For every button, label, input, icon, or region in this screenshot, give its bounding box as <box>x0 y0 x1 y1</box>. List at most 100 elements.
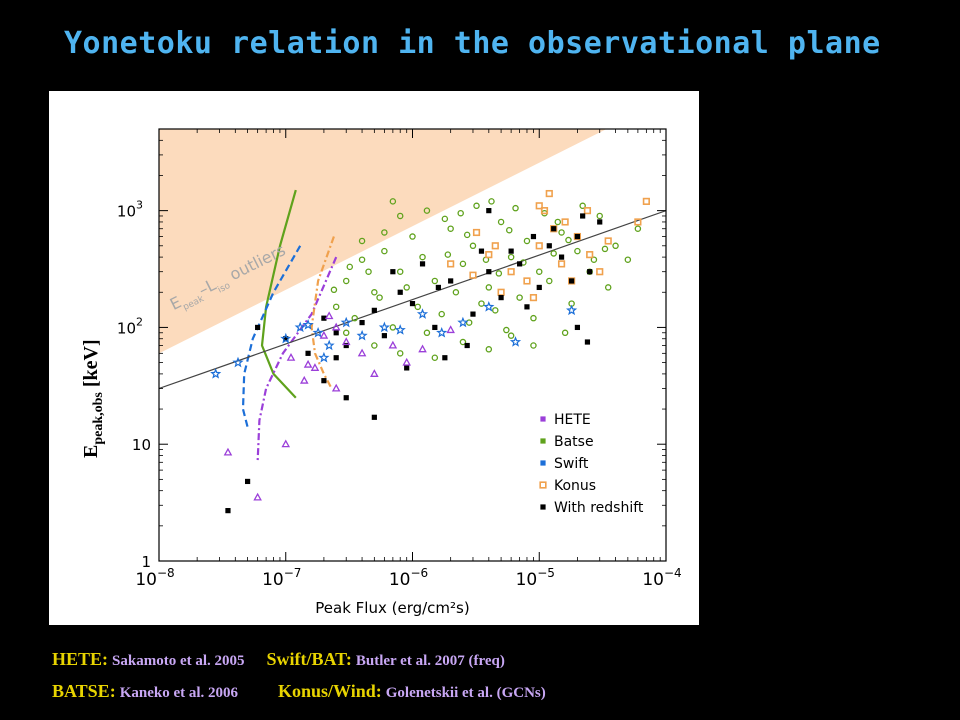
data-point <box>370 369 379 377</box>
data-point <box>302 318 314 330</box>
data-point <box>294 321 306 333</box>
data-point <box>378 321 391 333</box>
data-point <box>596 212 603 220</box>
data-point <box>624 256 632 263</box>
data-point <box>558 229 565 236</box>
data-point <box>507 268 515 276</box>
plot-area <box>159 129 666 514</box>
tick-base: 1 <box>141 553 151 571</box>
data-point <box>447 260 455 268</box>
chart-panel: Epeak–Liso outliers 10−8 10−7 10−6 10−5 10−4 1… <box>49 91 699 625</box>
data-point <box>535 202 543 210</box>
data-point <box>470 311 476 317</box>
data-point <box>376 294 383 301</box>
data-point <box>286 352 296 361</box>
threshold-curve-konus <box>310 236 335 390</box>
data-point <box>497 288 505 296</box>
y-axis-label-unit: [keV] <box>80 339 102 388</box>
data-point <box>569 278 575 284</box>
legend-label: Batse <box>554 434 594 450</box>
data-point <box>283 336 289 342</box>
legend-label: With redshift <box>554 500 644 516</box>
data-point <box>319 330 329 339</box>
data-point <box>324 311 334 320</box>
x-tick-label: 10−4 <box>642 566 681 590</box>
data-point <box>442 355 448 361</box>
data-point <box>448 278 454 284</box>
data-point <box>340 316 352 328</box>
data-point <box>601 245 609 253</box>
y-tick-label: 10 <box>132 436 151 454</box>
data-point <box>590 256 598 263</box>
data-point <box>463 231 471 239</box>
data-point <box>346 263 354 271</box>
data-point <box>612 242 619 250</box>
data-point <box>536 284 542 291</box>
data-point <box>418 344 427 353</box>
data-point <box>472 228 481 237</box>
tick-base: 10 <box>262 570 284 590</box>
data-point <box>381 247 388 255</box>
data-point <box>409 300 416 307</box>
data-point <box>390 269 396 275</box>
data-point <box>497 218 505 226</box>
data-point <box>546 243 552 249</box>
data-point <box>587 269 593 275</box>
data-point <box>485 284 493 291</box>
data-point <box>312 327 324 338</box>
ref-hete-label: HETE: <box>52 649 109 669</box>
reference-line-1: HETE: Sakamoto et al. 2005 Swift/BAT: Bu… <box>52 649 505 670</box>
data-point <box>574 233 581 240</box>
data-point <box>303 359 313 368</box>
legend-swatch <box>540 416 546 422</box>
data-point <box>397 289 403 295</box>
data-point <box>535 242 543 250</box>
data-point <box>498 295 504 301</box>
data-point <box>517 261 523 267</box>
data-point <box>485 251 493 259</box>
data-point <box>509 336 522 347</box>
data-point <box>419 261 426 267</box>
legend-label: HETE <box>554 412 591 428</box>
data-point <box>483 301 495 312</box>
data-point <box>321 378 327 384</box>
y-axis-label: Epeak,obs [keV] <box>80 339 107 458</box>
data-point <box>586 251 594 259</box>
data-point <box>331 322 341 331</box>
data-point <box>331 383 341 392</box>
data-point <box>540 207 549 215</box>
data-point <box>508 248 514 254</box>
tick-exponent: 2 <box>136 315 143 328</box>
data-point <box>464 342 470 349</box>
fit-line <box>159 210 666 390</box>
data-point <box>457 209 464 217</box>
data-point <box>436 326 448 338</box>
y-axis-label-sub: peak,obs <box>91 392 106 445</box>
data-point <box>583 207 592 215</box>
legend-swatch <box>540 438 546 444</box>
data-point <box>565 304 578 316</box>
ref-konus-label: Konus/Wind: <box>278 681 382 701</box>
data-point <box>381 229 388 236</box>
data-point <box>486 269 492 275</box>
data-point <box>332 303 340 311</box>
data-point <box>403 284 410 291</box>
data-point <box>478 248 485 254</box>
series-with-redshift <box>225 208 603 514</box>
data-point <box>459 338 467 346</box>
data-point <box>561 329 569 337</box>
data-point <box>371 414 377 420</box>
data-point <box>396 268 404 275</box>
data-point <box>389 198 397 205</box>
series-swift <box>210 301 578 379</box>
data-point <box>546 277 553 285</box>
data-point <box>441 215 449 223</box>
data-point <box>343 342 349 349</box>
data-point <box>321 315 327 321</box>
data-point <box>512 204 519 212</box>
outlier-region <box>159 129 607 354</box>
data-point <box>365 268 372 275</box>
data-point <box>356 329 368 341</box>
tick-base: 10 <box>132 436 151 454</box>
series-hete <box>223 311 455 501</box>
